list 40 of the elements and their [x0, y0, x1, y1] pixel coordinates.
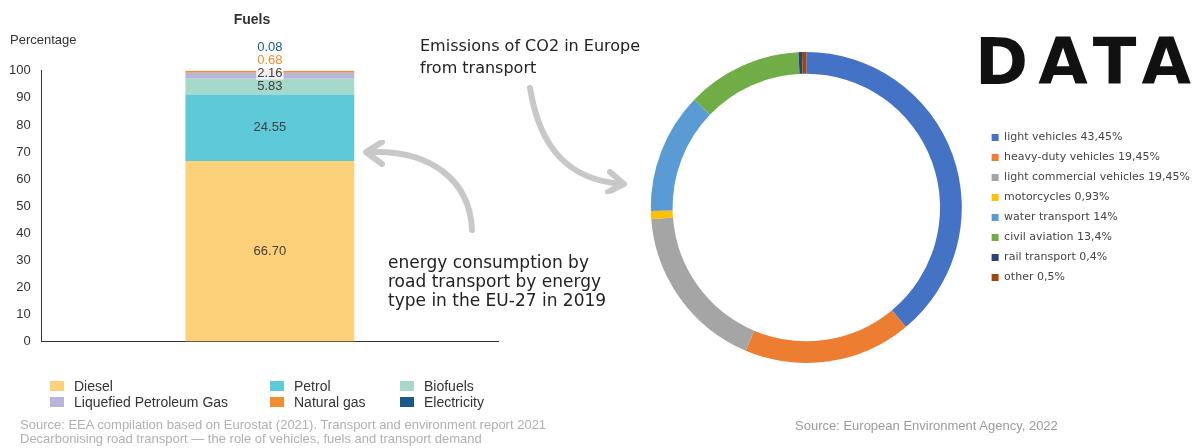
y-tick-label: 0	[23, 333, 31, 349]
legend-label: light vehicles 43,45%	[1004, 130, 1123, 144]
legend-label: Natural gas	[293, 394, 367, 410]
chart-title: Emissions of CO2 in Europe from transport	[420, 35, 642, 79]
bar	[185, 94, 355, 161]
y-tick-label: 10	[16, 306, 31, 322]
legend-label: Electricity	[423, 394, 485, 410]
y-tick-label: 100	[8, 62, 31, 78]
legend-label: other 0,5%	[1004, 270, 1065, 284]
y-tick-label: 60	[16, 170, 31, 186]
text: DATA	[975, 24, 1200, 101]
y-tick-label: 80	[16, 116, 31, 132]
data-label: 5.83	[257, 78, 283, 94]
legend-label: heavy-duty vehicles 19,45%	[1004, 150, 1161, 164]
legend-label: motorcycles 0,93%	[1004, 190, 1110, 204]
data-label: 0.08	[257, 39, 283, 55]
data-label: 0.68	[257, 52, 283, 68]
data-label: 66.70	[253, 242, 287, 258]
legend-label: light commercial vehicles 19,45%	[1004, 170, 1191, 184]
y-tick-label: 50	[16, 197, 31, 213]
legend-label: Liquefied Petroleum Gas	[73, 394, 230, 410]
legend-label: civil aviation 13,4%	[1004, 230, 1112, 244]
y-tick-label: 20	[16, 279, 31, 295]
legend-label: rail transport 0,4%	[1004, 250, 1108, 264]
legend-label: Petrol	[293, 378, 332, 394]
y-tick-label: 30	[16, 251, 31, 267]
y-tick-label: 90	[16, 89, 31, 105]
data-label: 2.16	[257, 65, 283, 81]
source-note: Source: EEA compilation based on Eurostat (2021). Transport and environment report 2021 Decarbonising road transport — the role of vehicles, fuels and transport demand	[20, 417, 547, 446]
annotation: energy consumption by road transport by energy type in the EU-27 in 2019	[388, 252, 608, 310]
y-tick-label: 40	[16, 224, 31, 240]
legend-label: Diesel	[73, 378, 114, 394]
data-label: 24.55	[253, 119, 287, 135]
chart-title: Fuels	[233, 11, 271, 28]
legend-label: Biofuels	[423, 378, 475, 394]
legend-label: water transport 14%	[1004, 210, 1118, 224]
bar	[185, 160, 355, 342]
y-tick-label: 70	[16, 143, 31, 159]
source-note: Source: European Environment Agency, 2022	[795, 418, 1058, 433]
y-axis-title: Percentage	[10, 32, 77, 47]
